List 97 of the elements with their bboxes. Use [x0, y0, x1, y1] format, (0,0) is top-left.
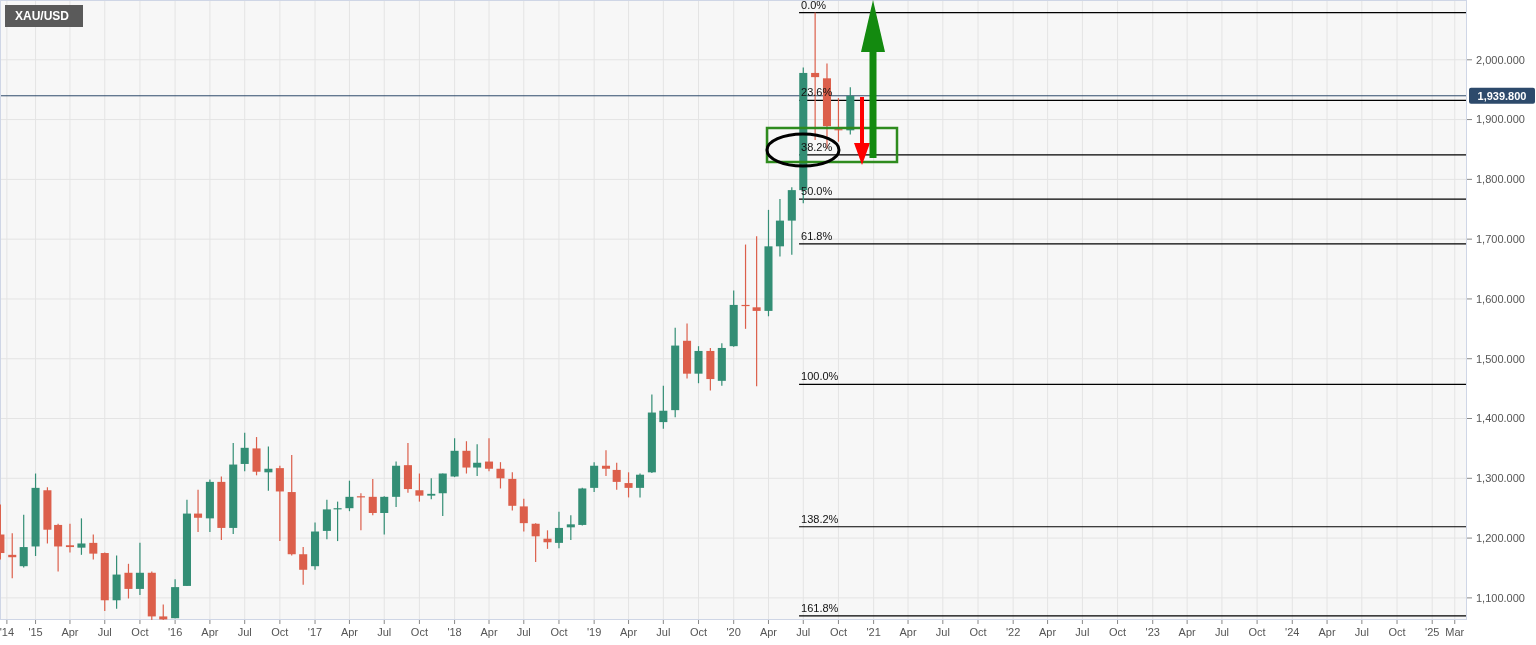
- x-tick-label: Oct: [410, 626, 428, 638]
- x-tick-label: '15: [28, 626, 43, 638]
- candlestick: [89, 533, 98, 561]
- y-tick-label: 2,000.000: [1476, 53, 1525, 66]
- x-tick-label: '20: [726, 626, 741, 638]
- x-tick-label: Jul: [1354, 626, 1369, 638]
- x-tick-label: Oct: [1108, 626, 1127, 638]
- candlestick: [240, 432, 249, 472]
- x-tick-label: '25: [1425, 626, 1440, 638]
- x-tick-label: Oct: [271, 626, 289, 638]
- candlestick: [19, 514, 28, 568]
- x-tick-label: Jul: [377, 626, 392, 638]
- x-tick-label: Jul: [796, 626, 811, 638]
- x-tick-label: Apr: [1039, 626, 1057, 638]
- candlestick: [54, 523, 63, 573]
- x-tick-label: Apr: [759, 626, 778, 638]
- x-tick-label: Apr: [340, 626, 359, 638]
- x-tick-label: Jul: [516, 626, 531, 638]
- candlestick: [345, 480, 354, 512]
- x-tick-label: Apr: [899, 626, 917, 638]
- candlestick: [135, 542, 144, 596]
- x-tick-label: Apr: [619, 626, 638, 638]
- candlestick: [124, 563, 133, 600]
- candlestick: [427, 477, 436, 500]
- x-tick-label: Oct: [1388, 626, 1406, 638]
- x-tick-label: Oct: [550, 626, 568, 638]
- candlestick: [543, 529, 552, 550]
- y-tick-label: 1,800.000: [1476, 173, 1525, 186]
- x-tick-label: Oct: [829, 626, 848, 638]
- y-tick-label: 1,500.000: [1476, 352, 1525, 365]
- x-tick-label: '19: [586, 626, 602, 638]
- x-tick-label: Oct: [1248, 626, 1266, 638]
- x-tick-label: '16: [167, 626, 183, 638]
- candlestick: [77, 517, 86, 556]
- y-tick-label: 1,300.000: [1476, 472, 1525, 485]
- candlestick: [694, 345, 703, 384]
- candlestick: [322, 499, 331, 540]
- candlestick: [531, 522, 540, 563]
- x-tick-label: Mar: [1445, 626, 1465, 638]
- x-tick-label: '18: [447, 626, 462, 638]
- x-tick-label: Apr: [480, 626, 498, 638]
- y-tick-label: 1,200.000: [1476, 531, 1525, 544]
- candlestick: [415, 472, 424, 503]
- candlestick: [65, 523, 74, 554]
- candlestick: [484, 437, 494, 472]
- candlestick: [438, 472, 447, 517]
- candlestick: [519, 498, 528, 533]
- x-tick-label: '23: [1145, 626, 1160, 638]
- y-tick-label: 1,400.000: [1476, 412, 1525, 425]
- y-tick-label: 1,900.000: [1476, 113, 1525, 126]
- x-tick-label: Apr: [1178, 626, 1197, 638]
- candlestick: [462, 440, 471, 475]
- x-tick-label: Jul: [97, 626, 112, 638]
- candlestick: [752, 235, 761, 387]
- candlestick: [624, 471, 633, 499]
- candlestick: [194, 489, 203, 533]
- x-tick-label: Apr: [61, 626, 79, 638]
- candlestick: [473, 443, 482, 477]
- candlestick: [659, 385, 668, 430]
- x-tick-label: '14: [0, 626, 15, 638]
- x-tick-label: '21: [866, 626, 881, 638]
- y-tick-label: 1,100.000: [1476, 591, 1525, 604]
- candlestick: [299, 546, 308, 586]
- text: XAU/USD: [15, 9, 70, 24]
- candlestick: [496, 461, 505, 490]
- x-tick-label: Jul: [1214, 626, 1229, 638]
- x-tick-label: Jul: [656, 626, 671, 638]
- candlestick: [252, 436, 261, 476]
- candlestick: [368, 478, 377, 516]
- candlestick: [380, 495, 389, 536]
- x-tick-label: '17: [307, 626, 323, 638]
- series-label: 100.0%: [801, 370, 839, 383]
- y-tick-label: 1,700.000: [1476, 233, 1525, 245]
- candlestick: [554, 511, 563, 549]
- series-label: 138.2%: [801, 512, 839, 525]
- candlestick: [601, 449, 611, 477]
- x-tick-label: Jul: [935, 626, 950, 638]
- x-tick-label: Apr: [201, 626, 219, 638]
- x-tick-label: '22: [1006, 626, 1021, 638]
- candlestick: [635, 472, 645, 499]
- x-tick-label: Oct: [131, 626, 149, 638]
- series-label: 161.8%: [801, 601, 839, 614]
- candlestick: [275, 465, 284, 542]
- series-label: 0.0%: [801, 0, 827, 11]
- series-label: 61.8%: [801, 229, 833, 242]
- x-tick-label: '24: [1285, 626, 1300, 638]
- candlestick: [612, 462, 621, 491]
- candlestick: [590, 461, 599, 493]
- candlestick: [403, 442, 412, 494]
- x-tick-label: Oct: [969, 626, 987, 638]
- candlestick: [566, 514, 575, 541]
- x-tick-label: Jul: [237, 626, 252, 638]
- x-tick-label: Apr: [1318, 626, 1336, 638]
- ref-line-label: 1,939.800: [1477, 89, 1527, 102]
- x-tick-label: Jul: [1075, 626, 1090, 638]
- x-tick-label: Oct: [689, 626, 708, 638]
- y-tick-label: 1,600.000: [1476, 292, 1525, 305]
